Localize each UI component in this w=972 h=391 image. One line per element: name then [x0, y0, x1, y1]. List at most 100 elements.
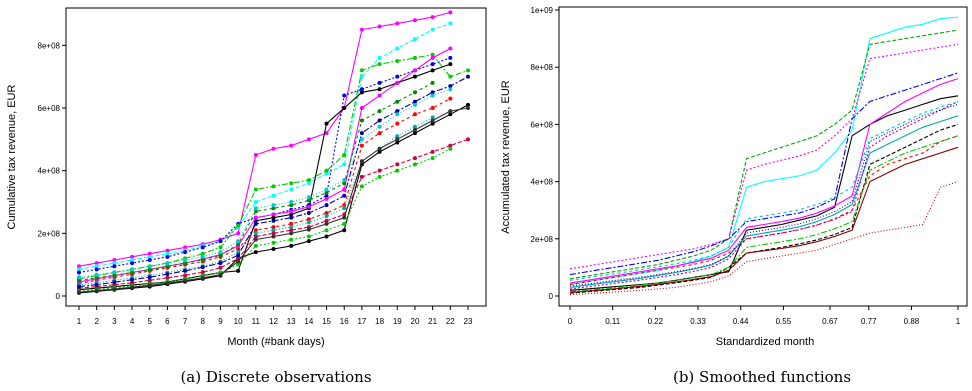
a-data-point: [342, 228, 347, 233]
a-data-point: [218, 261, 223, 266]
a-data-point: [289, 203, 294, 208]
a-data-point: [289, 237, 294, 242]
a-data-point: [430, 68, 435, 73]
a-y-tick-label: 4e+08: [38, 167, 61, 176]
a-data-point: [271, 193, 276, 198]
a-data-point: [289, 209, 294, 214]
b-y-tick-label: 6e+08: [531, 120, 554, 129]
a-data-point: [395, 137, 400, 142]
a-data-point: [289, 181, 294, 186]
a-data-point: [466, 74, 470, 79]
a-data-point: [412, 131, 417, 136]
a-series-line: [78, 88, 451, 278]
b-series-line: [569, 123, 959, 294]
a-x-tick-label: 5: [148, 317, 153, 326]
a-data-point: [342, 187, 347, 192]
a-series-line: [78, 63, 451, 291]
panel-a-series-lines: [77, 10, 470, 295]
b-series-line: [569, 100, 959, 281]
a-data-point: [395, 74, 400, 79]
a-data-point: [94, 267, 99, 272]
a-x-tick-label: 8: [201, 317, 206, 326]
a-data-point: [324, 193, 329, 198]
a-data-point: [324, 210, 329, 215]
a-data-point: [306, 210, 311, 215]
a-data-point: [430, 106, 435, 110]
a-data-point: [218, 239, 223, 244]
a-data-point: [430, 15, 435, 20]
a-data-point: [183, 273, 188, 278]
a-data-point: [466, 68, 470, 73]
a-series-line: [78, 82, 433, 281]
a-data-point: [412, 102, 417, 107]
a-data-point: [430, 62, 435, 67]
a-data-point: [430, 115, 435, 120]
a-data-point: [253, 237, 258, 242]
a-data-point: [77, 284, 81, 289]
a-data-point: [289, 215, 294, 220]
a-data-point: [377, 80, 382, 85]
a-y-tick-label: 2e+08: [38, 229, 61, 238]
a-series-line: [78, 11, 451, 267]
a-data-point: [395, 59, 400, 63]
a-data-point: [271, 231, 276, 236]
a-data-point: [253, 206, 258, 211]
b-series-line: [569, 135, 959, 286]
a-data-point: [130, 254, 135, 259]
b-series-line: [569, 16, 959, 286]
a-x-tick-label: 12: [269, 317, 278, 326]
a-data-point: [448, 112, 453, 117]
a-data-point: [359, 174, 364, 179]
a-data-point: [466, 137, 470, 142]
a-data-point: [412, 74, 417, 79]
b-x-tick-label: 0.44: [733, 317, 749, 326]
a-data-point: [236, 259, 241, 264]
a-y-tick-label: 6e+08: [38, 104, 61, 113]
a-data-point: [412, 162, 417, 167]
a-data-point: [271, 218, 276, 223]
a-data-point: [306, 204, 311, 209]
b-x-tick-label: 0.55: [776, 317, 792, 326]
a-data-point: [200, 251, 205, 256]
a-data-point: [271, 203, 276, 208]
a-x-tick-label: 20: [411, 317, 420, 326]
panel-a-x-ticks: 1 2 3 4 5 6 7 8 9 10 11 12 13 14 15 16 17 18 19 20 21 22 23: [77, 306, 473, 326]
a-data-point: [183, 261, 188, 266]
a-data-point: [324, 196, 329, 201]
a-data-point: [200, 275, 205, 280]
a-data-point: [130, 285, 135, 290]
panel-a-caption: (a) Discrete observations: [180, 368, 371, 386]
a-data-point: [183, 278, 188, 283]
a-data-point: [324, 171, 329, 176]
a-data-point: [306, 217, 311, 222]
a-data-point: [183, 258, 188, 263]
a-data-point: [130, 267, 135, 272]
a-data-point: [412, 112, 417, 117]
a-data-point: [165, 261, 170, 266]
b-y-tick-label: 2e+08: [531, 235, 554, 244]
a-data-point: [412, 90, 417, 95]
a-data-point: [395, 168, 400, 173]
a-data-point: [395, 134, 400, 139]
a-data-point: [377, 55, 382, 60]
a-x-tick-label: 15: [322, 317, 331, 326]
a-data-point: [236, 268, 241, 273]
a-data-point: [94, 272, 99, 277]
panel-b-plot-frame: [558, 6, 968, 307]
a-data-point: [77, 275, 81, 280]
panel-b-y-ticks: 0 2e+08 4e+08 6e+08 8e+08 1e+09: [531, 6, 559, 301]
a-data-point: [412, 156, 417, 161]
a-data-point: [342, 206, 347, 211]
a-data-point: [359, 143, 364, 148]
a-data-point: [200, 254, 205, 259]
a-data-point: [289, 231, 294, 236]
a-data-point: [218, 250, 223, 255]
a-series-line: [78, 148, 451, 292]
a-data-point: [271, 247, 276, 251]
a-data-point: [395, 109, 400, 114]
b-x-tick-label: 0: [568, 317, 573, 326]
a-data-point: [218, 253, 223, 258]
b-series-line: [569, 78, 959, 284]
a-data-point: [147, 267, 152, 272]
